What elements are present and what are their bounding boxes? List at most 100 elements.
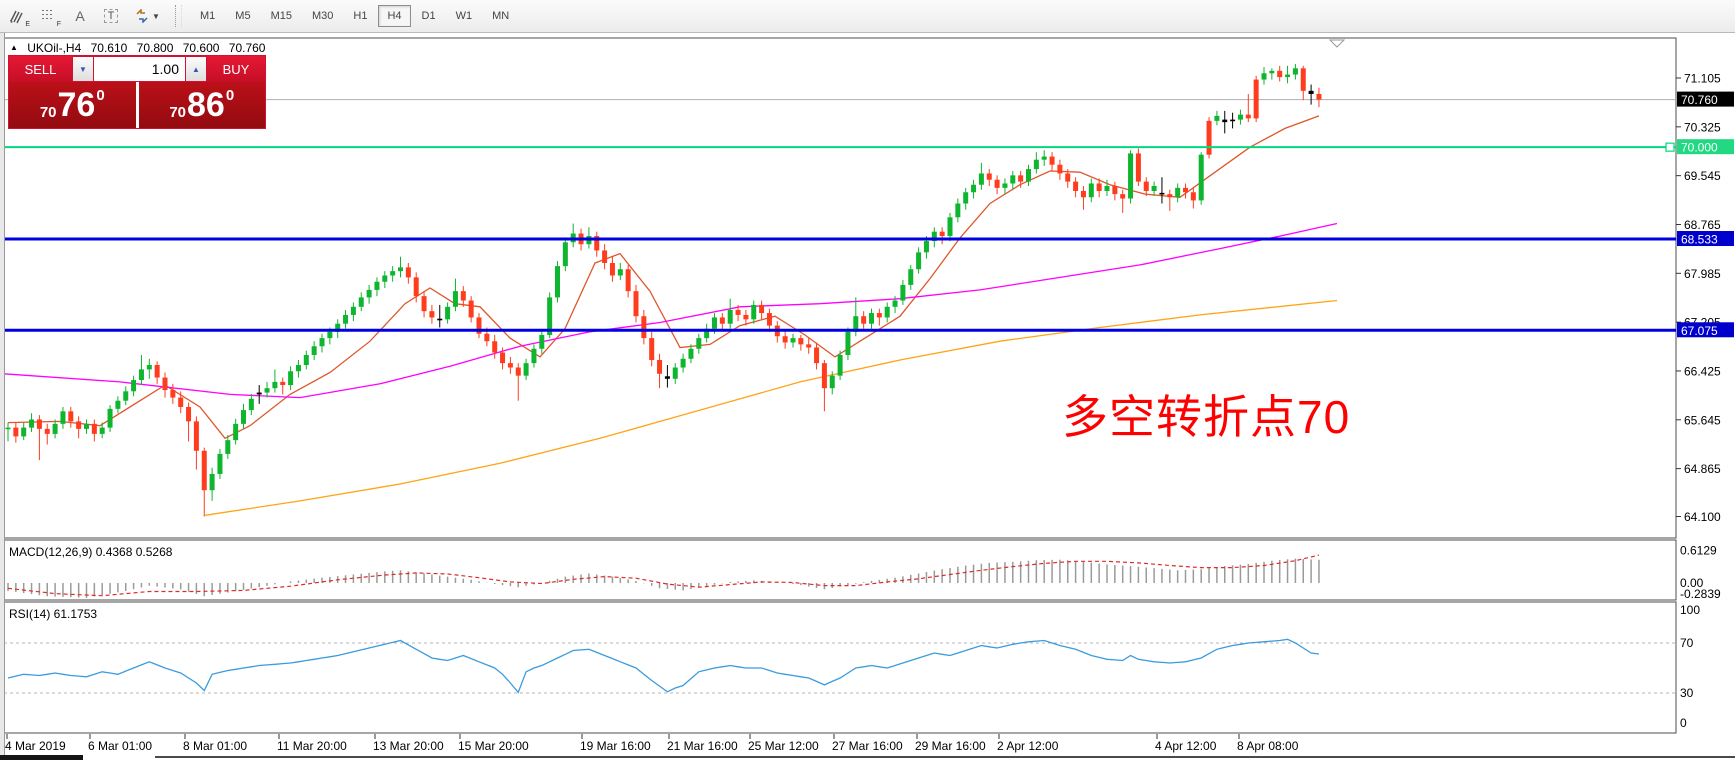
time-tick-label: 21 Mar 16:00 [667,739,738,753]
buy-price-tile[interactable]: 70 86 0 [138,82,265,128]
time-tick-label: 4 Mar 2019 [5,739,66,753]
text-label-icon[interactable]: T [99,5,123,27]
candle-body [421,296,427,312]
letter-a-icon[interactable]: A [75,8,85,24]
candle-body [539,334,545,349]
quote-high: 70.800 [136,41,174,55]
price-tick-label: 67.985 [1684,267,1721,281]
candle-body [1261,73,1267,80]
tf-button-w1[interactable]: W1 [455,10,473,22]
candle-body [1080,190,1086,198]
left-border-strip [0,33,5,756]
hline-70000-handle[interactable] [1665,142,1675,152]
candle-body [1269,70,1275,74]
rsi-line [7,638,1320,694]
volume-input[interactable] [94,56,185,82]
bottom-scrollbar-segment[interactable] [0,755,83,760]
candle-body [1308,90,1314,94]
candle-body [735,309,741,315]
price-tick-label: 68.765 [1684,218,1721,232]
bottom-edge-line [155,756,1735,758]
sell-button[interactable]: SELL [9,56,72,82]
candle-body [123,391,129,401]
tf-button-h1[interactable]: H1 [353,10,368,22]
candle-body [390,271,396,276]
candle-body [1151,185,1157,191]
candle-body [36,419,42,429]
buy-button[interactable]: BUY [207,56,265,82]
candle-body [1135,153,1141,182]
candle-body [115,400,121,409]
tf-button-m5[interactable]: M5 [235,10,251,22]
candle-body [507,363,513,368]
candle-body [288,371,294,386]
macd-panel[interactable] [3,539,1677,601]
candle-body [280,381,286,386]
candle-body [44,428,50,434]
candle-body [1096,183,1102,191]
draw-charts-icon[interactable]: E [6,5,30,28]
time-tick-label: 2 Apr 12:00 [997,739,1059,753]
sell-price-sup: 0 [96,87,105,104]
rsi-axis-label: 70 [1680,636,1694,650]
candle-body [1245,114,1251,119]
price-tick-label: 71.105 [1684,72,1721,86]
candle-body [829,375,835,389]
candle-body [609,262,615,276]
collapse-arrow-icon[interactable]: ▲ [10,43,18,52]
time-tick-label: 13 Mar 20:00 [373,739,444,753]
candle-body [5,427,11,430]
buy-price-prefix: 70 [169,104,186,121]
candle-body [790,338,796,343]
buy-price-sup: 0 [225,87,235,104]
tf-button-h4[interactable]: H4 [378,5,411,27]
volume-increase-button[interactable]: ▲ [185,56,207,82]
candle-body [1292,68,1298,75]
candle-body [217,453,223,474]
candle-body [178,397,184,407]
tf-button-m1[interactable]: M1 [200,10,216,22]
candle-body [201,450,207,491]
candle-body [680,358,686,368]
candle-body [1010,175,1016,184]
candle-body [892,300,898,307]
macd-axis-label: 0.00 [1680,576,1704,590]
candle-body [853,316,859,332]
time-tick-label: 15 Mar 20:00 [458,739,529,753]
tf-button-mn[interactable]: MN [492,10,510,22]
grid-f-icon[interactable]: F [37,5,61,28]
arrange-arrows-icon[interactable]: ▼ [130,5,164,27]
candle-body [170,390,176,398]
candle-body [947,217,953,237]
candle-body [939,231,945,237]
candle-body [264,388,270,393]
candle-body [248,398,254,411]
candle-body [1167,194,1173,198]
candle-body [782,336,788,343]
sell-price-tile[interactable]: 70 76 0 [9,82,136,128]
candle-body [986,173,992,180]
rsi-panel[interactable] [3,601,1677,734]
price-badge [1677,91,1734,107]
tf-button-d1[interactable]: D1 [421,10,436,22]
price-tick-label: 64.865 [1684,462,1721,476]
volume-decrease-button[interactable]: ▼ [72,56,94,82]
price-badge-label: 67.075 [1681,324,1718,338]
candle-body [1033,159,1039,170]
quote-low: 70.600 [182,41,220,55]
text-label-icon-glyph: T [103,9,119,23]
candle-body [963,192,969,204]
candle-body [1065,173,1071,182]
tf-button-m15[interactable]: M15 [270,10,292,22]
candle-body [1143,181,1149,191]
tf-button-m30[interactable]: M30 [311,10,334,22]
macd-axis-label: -0.2839 [1680,587,1721,601]
candle-body [1316,93,1322,100]
rsi-axis-label: 0 [1680,716,1687,730]
time-tick-label: 11 Mar 20:00 [277,739,347,753]
price-badge-label: 70.760 [1681,93,1718,107]
main-panel[interactable] [3,37,1677,539]
candle-body [837,355,843,376]
shift-marker-icon [1328,39,1346,48]
